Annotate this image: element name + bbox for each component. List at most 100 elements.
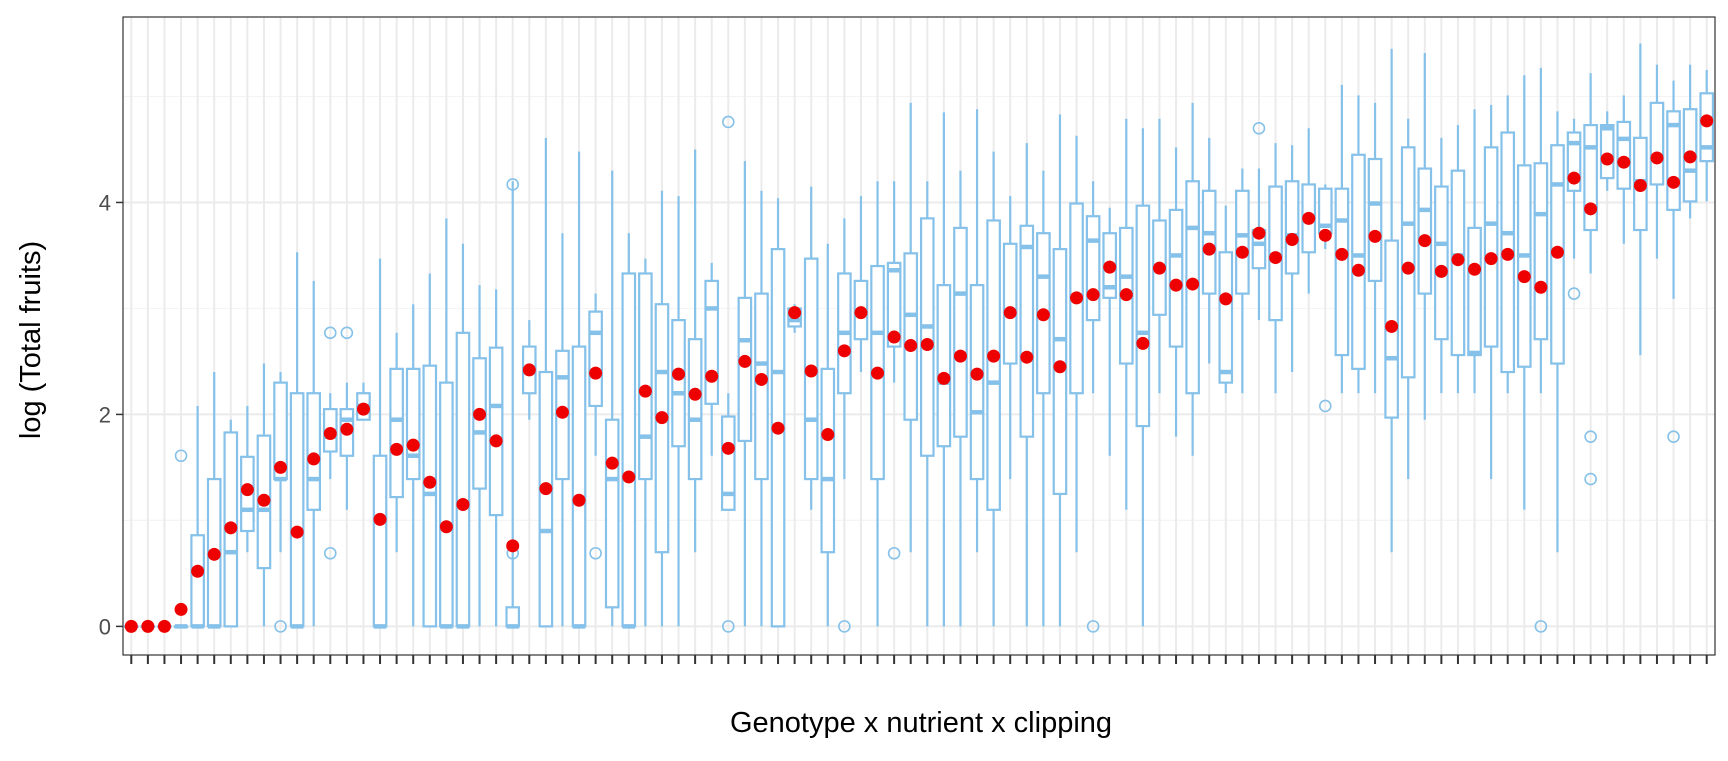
box-iqr: [638, 272, 653, 481]
mean-point: [1385, 319, 1399, 333]
mean-point: [887, 330, 901, 344]
box-group: [1235, 168, 1250, 394]
outlier-point: [1318, 399, 1332, 413]
box-group: [190, 405, 205, 629]
box-iqr: [488, 346, 504, 517]
box-group: [986, 151, 1001, 627]
mean-point: [539, 482, 553, 496]
box-iqr: [754, 292, 769, 481]
box-group: [1251, 121, 1267, 321]
box-group: [472, 285, 487, 627]
outlier-point: [838, 620, 851, 633]
mean-point: [1003, 306, 1017, 320]
outlier-point: [721, 115, 735, 129]
mean-point: [1169, 278, 1183, 292]
mean-point: [1103, 260, 1117, 274]
box-group: [953, 170, 968, 627]
mean-point: [1119, 288, 1133, 302]
mean-point: [1667, 175, 1681, 189]
mean-point: [1650, 151, 1664, 165]
mean-point: [1700, 114, 1714, 128]
mean-point: [1235, 245, 1249, 259]
mean-point: [970, 367, 984, 381]
box-iqr: [1616, 120, 1632, 190]
box-iqr: [1201, 189, 1217, 295]
box-group: [654, 190, 670, 627]
box-iqr: [903, 252, 919, 421]
box-iqr: [505, 606, 521, 628]
box-group: [1367, 102, 1383, 394]
box-group: [389, 332, 404, 553]
mean-point: [1683, 150, 1697, 164]
mean-point: [622, 470, 636, 484]
mean-point: [1451, 253, 1465, 267]
mean-point: [688, 387, 702, 401]
box-group: [886, 181, 902, 560]
outlier-point: [174, 449, 188, 463]
mean-point: [373, 512, 387, 526]
y-tick-label: 2: [99, 402, 111, 427]
box-iqr: [588, 310, 603, 408]
mean-point: [1633, 179, 1647, 193]
box-group: [737, 161, 753, 627]
box-group: [571, 151, 587, 629]
box-group: [1218, 205, 1234, 394]
box-iqr: [472, 357, 487, 490]
outlier-point: [1584, 430, 1597, 443]
box-iqr: [372, 454, 388, 628]
mean-point: [1053, 360, 1067, 374]
mean-point: [207, 547, 221, 561]
mean-point: [871, 366, 885, 380]
box-iqr: [770, 247, 786, 628]
box-group: [538, 137, 554, 628]
outlier-point: [721, 620, 735, 633]
mean-point: [1600, 152, 1614, 166]
mean-point: [1501, 247, 1515, 261]
outlier-point: [589, 546, 602, 560]
box-group: [754, 190, 769, 627]
outlier-point: [1567, 287, 1581, 300]
box-group: [273, 372, 288, 633]
mean-point: [821, 428, 835, 442]
mean-point: [356, 402, 370, 416]
mean-point: [589, 366, 603, 380]
mean-point: [705, 369, 719, 383]
box-iqr: [538, 370, 554, 628]
mean-point: [655, 411, 669, 425]
mean-point: [605, 456, 619, 470]
box-group: [820, 243, 836, 627]
mean-point: [1567, 171, 1581, 185]
mean-point: [1517, 270, 1531, 284]
mean-point: [1219, 292, 1233, 306]
box-group: [372, 258, 388, 629]
box-iqr: [936, 284, 952, 448]
box-group: [969, 109, 985, 553]
y-tick-label: 0: [99, 614, 111, 639]
box-group: [837, 218, 852, 633]
mean-point: [423, 475, 437, 489]
mean-point: [1401, 261, 1415, 275]
box-iqr: [1284, 180, 1300, 275]
mean-point: [456, 498, 470, 512]
box-iqr: [1649, 101, 1665, 186]
box-iqr: [704, 279, 720, 405]
mean-point: [1468, 262, 1482, 276]
outlier-point: [1086, 620, 1100, 633]
box-iqr: [1599, 123, 1615, 180]
mean-point: [738, 354, 752, 368]
box-iqr: [969, 284, 985, 481]
mean-point: [572, 493, 586, 507]
box-group: [588, 293, 603, 560]
mean-point: [406, 438, 420, 452]
box-iqr: [1483, 146, 1499, 348]
mean-point: [837, 344, 851, 358]
mean-point: [1434, 264, 1448, 278]
outlier-point: [323, 546, 337, 560]
mean-point: [1617, 155, 1631, 169]
box-group: [1201, 137, 1217, 364]
mean-point: [340, 422, 354, 436]
mean-point: [1534, 280, 1548, 294]
box-iqr: [1434, 185, 1449, 341]
mean-point: [240, 483, 254, 497]
